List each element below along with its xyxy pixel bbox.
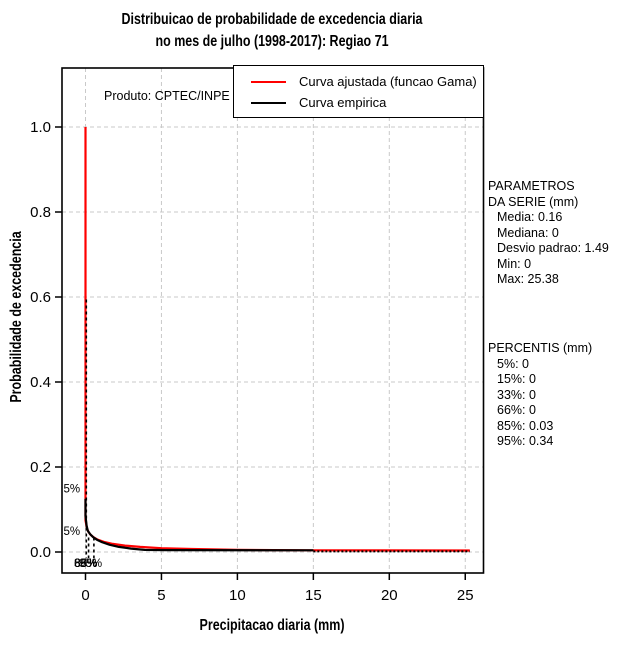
- y-axis-tick-label: 0.4: [30, 374, 51, 391]
- x-axis-tick-label: 15: [305, 587, 322, 604]
- y-axis-tick-label: 0.0: [30, 544, 51, 561]
- parameter-value: Max: 25.38: [497, 272, 559, 286]
- percentile-value: 15%: 0: [497, 372, 536, 386]
- parameters-heading-line1: PARAMETROS: [488, 179, 575, 193]
- fitted-curve-line-sample: [251, 80, 286, 83]
- parameter-value: Media: 0.16: [497, 210, 563, 224]
- legend: Curva ajustada (funcao Gama) Curva empir…: [233, 65, 484, 118]
- parameters-list: Media: 0.16 Mediana: 0 Desvio padrao: 1.49…: [488, 210, 609, 288]
- parameters-heading-line2: DA SERIE (mm): [488, 194, 579, 209]
- chart-title-line1: Distribuicao de probabilidade de exceden…: [121, 11, 423, 28]
- probability-percentile-label: 5%: [64, 526, 81, 538]
- percentile-value: 85%: 0.03: [497, 418, 554, 433]
- percentile-value: 33%: 0: [497, 387, 536, 402]
- chart-title-line2: no mes de julho (1998-2017): Regiao 71: [155, 33, 389, 50]
- series-parameters-panel: PARAMETROS DA SERIE (mm) Media: 0.16 Medi…: [488, 179, 609, 288]
- y-axis-tick-label: 0.8: [30, 204, 51, 221]
- x-axis-tick-label: 10: [229, 587, 246, 604]
- x-axis-tick-label: 20: [381, 587, 398, 604]
- percentiles-panel: PERCENTIS (mm) 5%: 0 15%: 0 33%: 0 66%: 0 85…: [488, 341, 592, 450]
- precipitation-percentile-label: 66%: [74, 558, 97, 570]
- x-axis-tick-label: 5: [157, 587, 165, 604]
- percentile-value: 95%: 0.34: [497, 434, 554, 448]
- empirical-curve: [84, 498, 314, 552]
- x-axis-title: Precipitacao diaria (mm): [199, 617, 345, 634]
- parameter-value: Desvio padrao: 1.49: [497, 241, 609, 255]
- y-axis-tick-label: 0.2: [30, 459, 51, 476]
- percentiles-list: 5%: 0 15%: 0 33%: 0 66%: 0 85%: 0.03 95%: 0.3…: [488, 357, 592, 450]
- empirical-curve-line-sample: [251, 101, 286, 104]
- y-axis-tick-label: 0.6: [30, 289, 51, 306]
- percentile-value: 66%: 0: [497, 403, 536, 417]
- percentiles-heading: PERCENTIS (mm): [488, 341, 593, 355]
- x-axis-tick-label: 0: [81, 587, 89, 604]
- precipitation-percentile-label: 33%: [74, 558, 97, 570]
- legend-label-empirical: Curva empirica: [299, 95, 387, 110]
- x-axis-tick-label: 25: [457, 587, 474, 604]
- percentile-value: 5%: 0: [497, 356, 529, 371]
- y-axis-title: Probabilidade de excedencia: [8, 231, 25, 403]
- precipitation-percentile-label: 85%: [74, 558, 97, 570]
- legend-item-empirical: Curva empirica: [234, 92, 483, 113]
- precipitation-percentile-label: 95%: [79, 558, 102, 570]
- fitted-gamma-curve: [84, 127, 470, 552]
- legend-label-fitted: Curva ajustada (funcao Gama): [299, 74, 477, 89]
- plot-border: [61, 67, 485, 574]
- y-axis-tick-label: 1.0: [30, 119, 51, 136]
- parameter-value: Min: 0: [497, 256, 532, 271]
- legend-item-fitted: Curva ajustada (funcao Gama): [234, 71, 483, 92]
- probability-percentile-label: 5%: [64, 483, 81, 495]
- product-note: Produto: CPTEC/INPE: [104, 89, 230, 103]
- parameter-value: Mediana: 0: [497, 225, 559, 240]
